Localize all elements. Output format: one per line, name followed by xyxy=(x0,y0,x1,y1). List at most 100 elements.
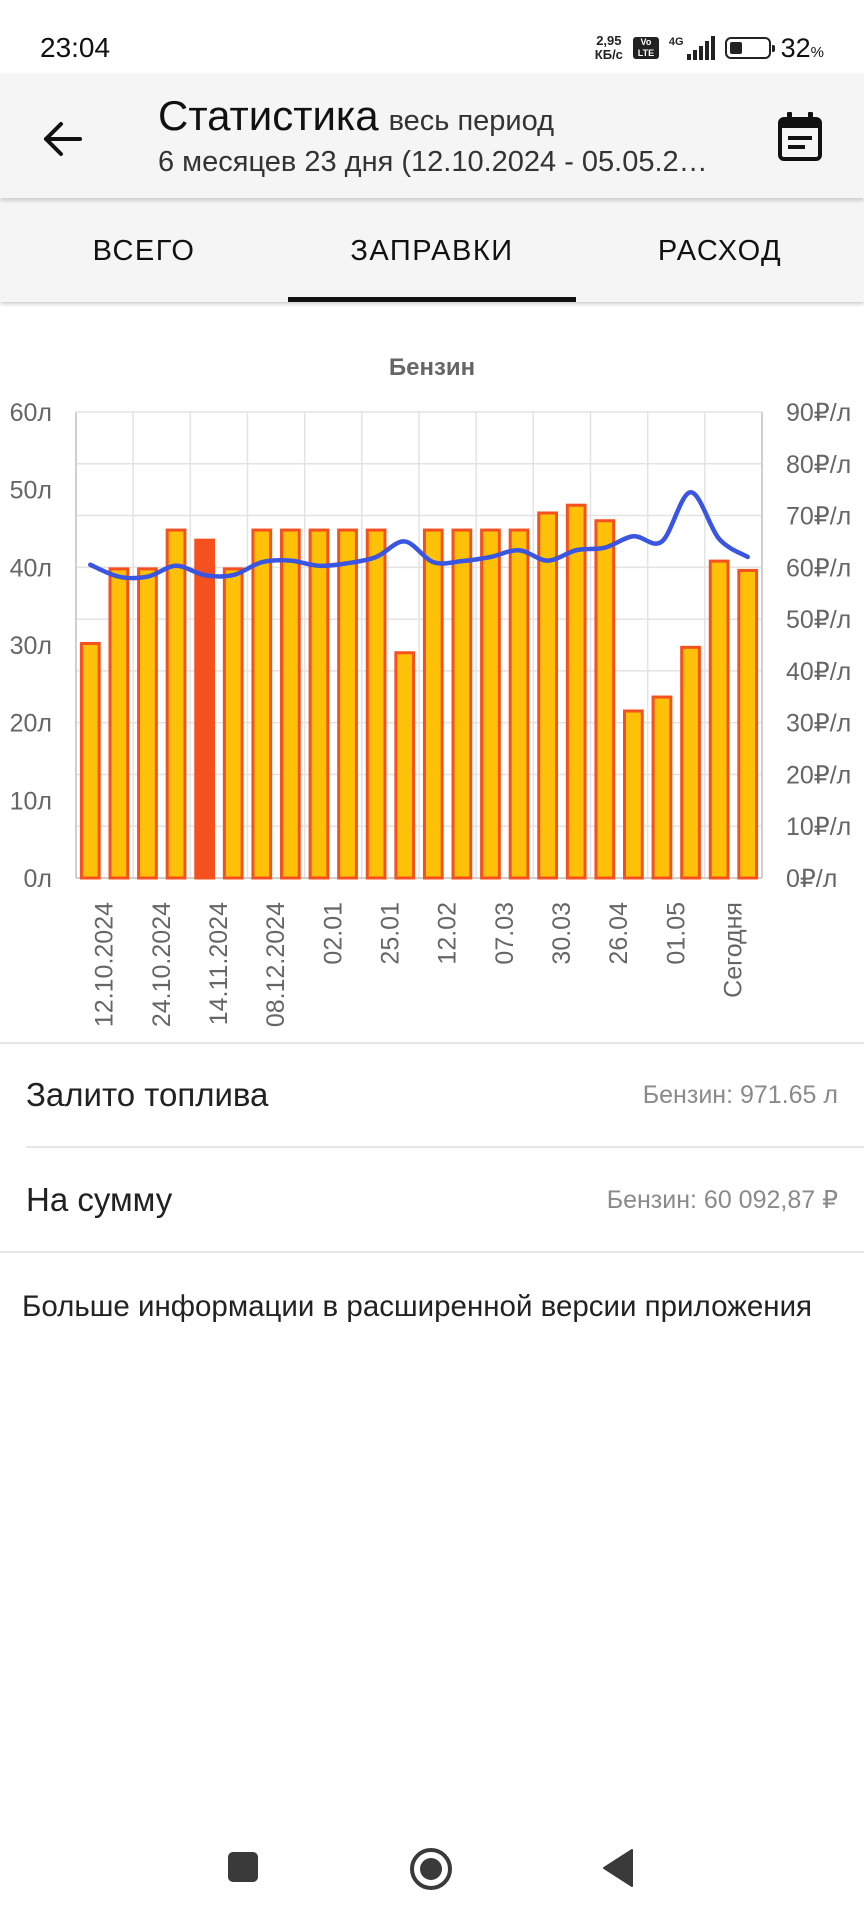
bar xyxy=(680,645,701,880)
y-tick-right: 70₽/л xyxy=(786,503,851,531)
x-tick-label: 14.11.2024 xyxy=(205,902,233,1025)
x-tick-label: 25.01 xyxy=(376,902,404,965)
calendar-icon xyxy=(778,112,822,161)
bar xyxy=(337,528,358,880)
square-icon xyxy=(228,1852,258,1882)
bar xyxy=(251,528,273,880)
y-tick-left: 30л xyxy=(10,632,52,660)
nav-home-button[interactable] xyxy=(408,1846,454,1892)
circle-icon xyxy=(410,1848,452,1890)
x-tick-label: 12.10.2024 xyxy=(91,902,119,1027)
status-bar: 23:04 2,95 КБ/с Vo LTE 4G 32% xyxy=(0,0,864,74)
x-tick-label: 12.02 xyxy=(434,902,462,965)
x-tick-label: 01.05 xyxy=(662,902,690,965)
sum-total-label: На сумму xyxy=(26,1181,173,1218)
x-tick-label: 26.04 xyxy=(605,902,633,965)
more-info-text: Больше информации в расширенной версии п… xyxy=(22,1290,813,1323)
bar xyxy=(480,528,501,880)
status-time: 23:04 xyxy=(40,32,111,63)
page-title: Статистика xyxy=(158,92,379,139)
signal-group: 4G xyxy=(669,36,715,60)
x-tick-label: 08.12.2024 xyxy=(262,902,290,1027)
y-tick-left: 60л xyxy=(10,399,52,427)
sum-total-row: На сумму Бензин: 60 092,87 ₽ xyxy=(26,1148,838,1252)
bar xyxy=(594,519,616,880)
chart-title: Бензин xyxy=(389,354,475,381)
sum-total-value: Бензин: 60 092,87 ₽ xyxy=(606,1186,838,1214)
tab-total[interactable]: ВСЕГО xyxy=(92,234,196,267)
bar xyxy=(708,559,730,880)
x-tick-label: 02.01 xyxy=(319,902,347,965)
tab-bar: ВСЕГО ЗАПРАВКИ РАСХОД xyxy=(0,200,864,302)
network-speed-unit: КБ/с xyxy=(594,47,623,62)
fuel-total-row: Залито топлива Бензин: 971.65 л xyxy=(26,1043,838,1147)
battery-percent: 32% xyxy=(780,32,824,63)
fuel-chart: Бензин 0л 10л 20л 30л 40л 50л 60л 0₽/л 10₽/л 20₽/… xyxy=(0,340,864,1040)
bar xyxy=(365,528,387,880)
y-tick-left: 20л xyxy=(10,710,52,738)
bar xyxy=(79,641,101,880)
tab-consumption[interactable]: РАСХОД xyxy=(657,234,783,267)
nav-recents-button[interactable] xyxy=(226,1850,260,1884)
y-tick-left: 0л xyxy=(24,865,53,893)
bar xyxy=(165,528,187,880)
divider xyxy=(0,1042,864,1044)
bar xyxy=(137,567,158,880)
x-tick-label: Сегодня xyxy=(719,902,747,998)
x-tick-label: 07.03 xyxy=(491,902,519,965)
system-nav-bar xyxy=(0,1810,864,1920)
nav-back-button[interactable] xyxy=(602,1848,634,1888)
bar xyxy=(737,568,759,880)
battery-icon xyxy=(724,37,775,59)
y-tick-right: 80₽/л xyxy=(786,451,851,479)
y-tick-right: 30₽/л xyxy=(786,710,851,738)
volte-icon: Vo LTE xyxy=(632,37,659,59)
bar xyxy=(280,528,301,880)
x-tick-label: 30.03 xyxy=(548,902,576,965)
arrow-back-icon xyxy=(44,122,82,156)
bar xyxy=(537,511,558,880)
y-tick-right: 40₽/л xyxy=(786,658,851,686)
bar xyxy=(565,503,587,880)
y-tick-right: 50₽/л xyxy=(786,606,851,634)
battery-level xyxy=(729,42,742,54)
bar xyxy=(451,528,473,880)
y-tick-left: 10л xyxy=(10,787,52,815)
fuel-total-label: Залито топлива xyxy=(26,1076,269,1113)
y-tick-right: 0₽/л xyxy=(786,865,837,893)
y-tick-right: 10₽/л xyxy=(786,813,851,841)
bar xyxy=(194,538,215,880)
tab-refuels[interactable]: ЗАПРАВКИ xyxy=(288,200,576,302)
bar xyxy=(394,651,416,880)
network-speed-value: 2,95 xyxy=(596,33,622,48)
triangle-back-icon xyxy=(603,1849,633,1887)
calendar-button[interactable] xyxy=(776,110,824,162)
y-tick-left: 40л xyxy=(10,554,52,582)
bar xyxy=(222,567,244,880)
price-line xyxy=(88,490,750,581)
signal-icon xyxy=(686,36,715,60)
app-bar: Статистика весь период 6 месяцев 23 дня (… xyxy=(0,74,864,198)
status-icons: 2,95 КБ/с Vo LTE 4G 32% xyxy=(595,28,824,68)
bar xyxy=(623,709,644,880)
period-label: весь период xyxy=(388,105,555,137)
fuel-total-value: Бензин: 971.65 л xyxy=(642,1080,838,1109)
bar xyxy=(308,528,330,880)
bar xyxy=(422,528,444,880)
bar xyxy=(508,528,530,880)
fuel-chart-svg: Бензин 0л 10л 20л 30л 40л 50л 60л 0₽/л 10₽/л 20₽/… xyxy=(10,354,852,1027)
bar xyxy=(108,567,130,880)
back-button[interactable] xyxy=(38,114,88,164)
period-range: 6 месяцев 23 дня (12.10.2024 - 05.05.202… xyxy=(158,146,708,178)
bar xyxy=(651,695,673,880)
divider xyxy=(0,1251,864,1253)
y-tick-right: 60₽/л xyxy=(786,554,851,582)
network-type: 4G xyxy=(668,36,684,48)
y-tick-right: 20₽/л xyxy=(786,761,851,789)
title-line: Статистика весь период xyxy=(158,92,554,140)
divider xyxy=(26,1146,864,1148)
y-tick-right: 90₽/л xyxy=(786,399,851,427)
network-speed: 2,95 КБ/с xyxy=(595,34,623,62)
y-tick-left: 50л xyxy=(10,477,52,505)
x-tick-label: 24.10.2024 xyxy=(148,902,176,1027)
